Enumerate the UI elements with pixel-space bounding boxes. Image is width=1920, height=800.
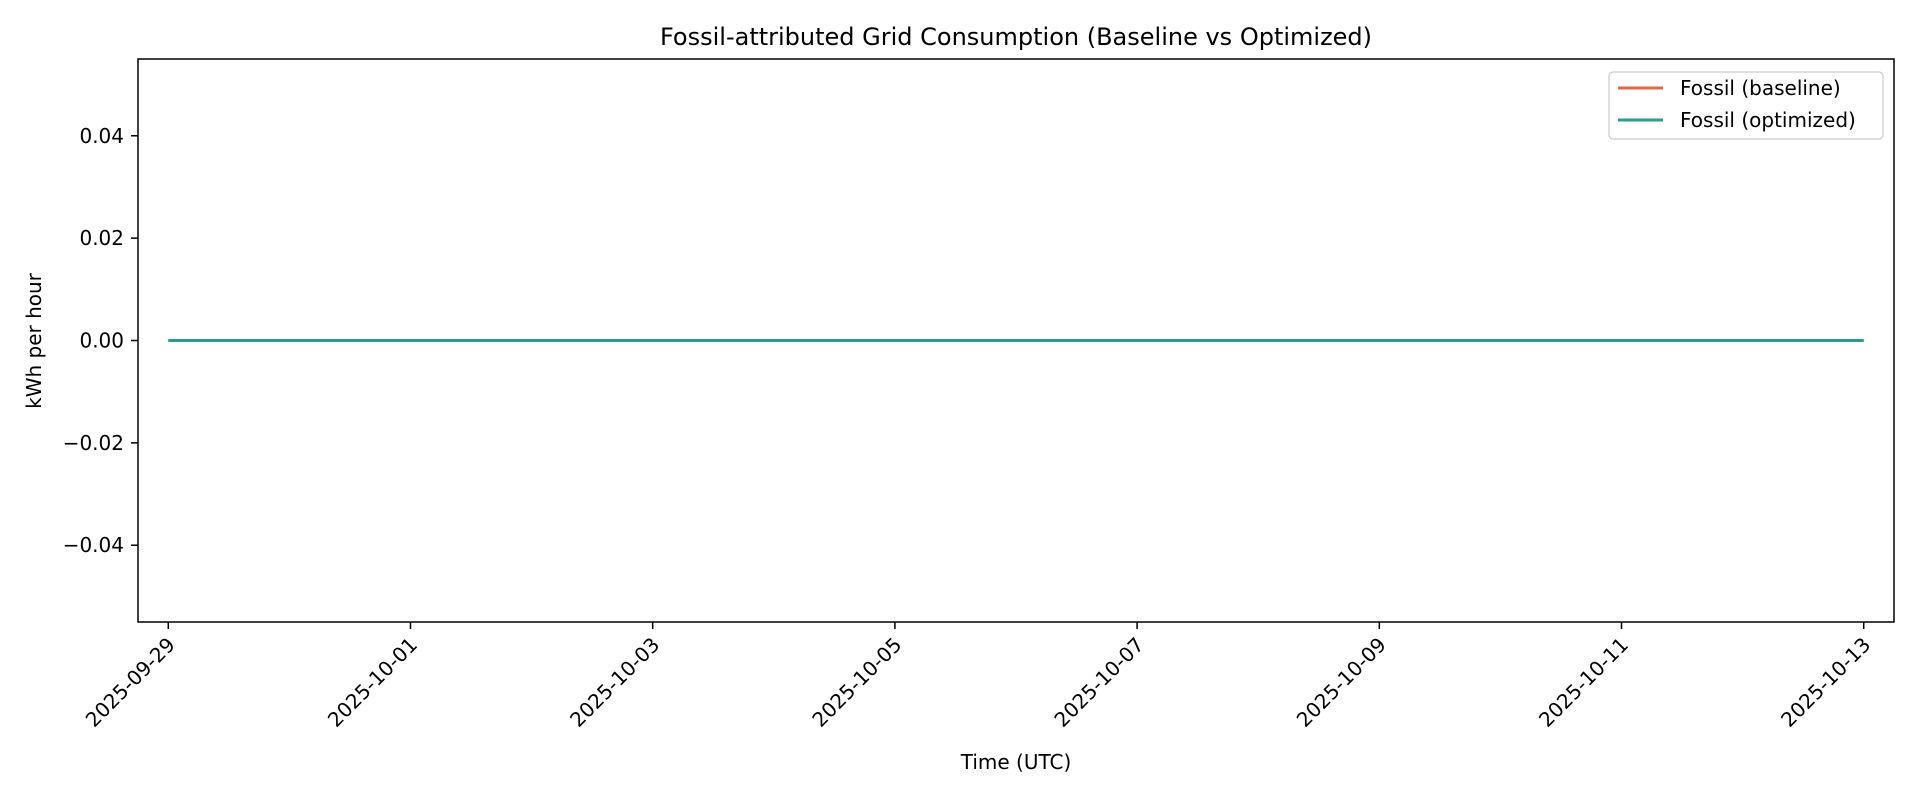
x-tick-label: 2025-10-05 [807,633,906,732]
y-tick-label: −0.04 [63,533,124,557]
x-axis: 2025-09-29 2025-10-01 2025-10-03 2025-10-05… [81,622,1875,732]
x-tick-label: 2025-10-07 [1049,633,1148,732]
x-tick-label: 2025-10-13 [1776,633,1875,732]
plot-area [137,58,1895,623]
legend-label-1: Fossil (baseline) [1680,76,1841,100]
chart-title: Fossil-attributed Grid Consumption (Base… [660,23,1372,51]
legend-label-2: Fossil (optimized) [1680,108,1856,132]
x-tick-label: 2025-10-01 [323,633,422,732]
x-axis-label: Time (UTC) [960,750,1072,774]
x-tick-label: 2025-10-09 [1292,633,1391,732]
y-tick-label: 0.02 [79,226,124,250]
x-tick-label: 2025-10-03 [565,633,664,732]
y-axis-label: kWh per hour [22,272,46,409]
x-tick-label: 2025-09-29 [81,633,180,732]
y-tick-label: 0.00 [79,329,124,353]
legend: Fossil (baseline) Fossil (optimized) [1608,71,1884,140]
y-tick-label: −0.02 [63,431,124,455]
legend-frame [1608,71,1884,140]
y-tick-label: 0.04 [79,124,124,148]
x-tick-label: 2025-10-11 [1534,633,1633,732]
y-axis: 0.04 0.02 0.00 −0.02 −0.04 [63,124,138,557]
